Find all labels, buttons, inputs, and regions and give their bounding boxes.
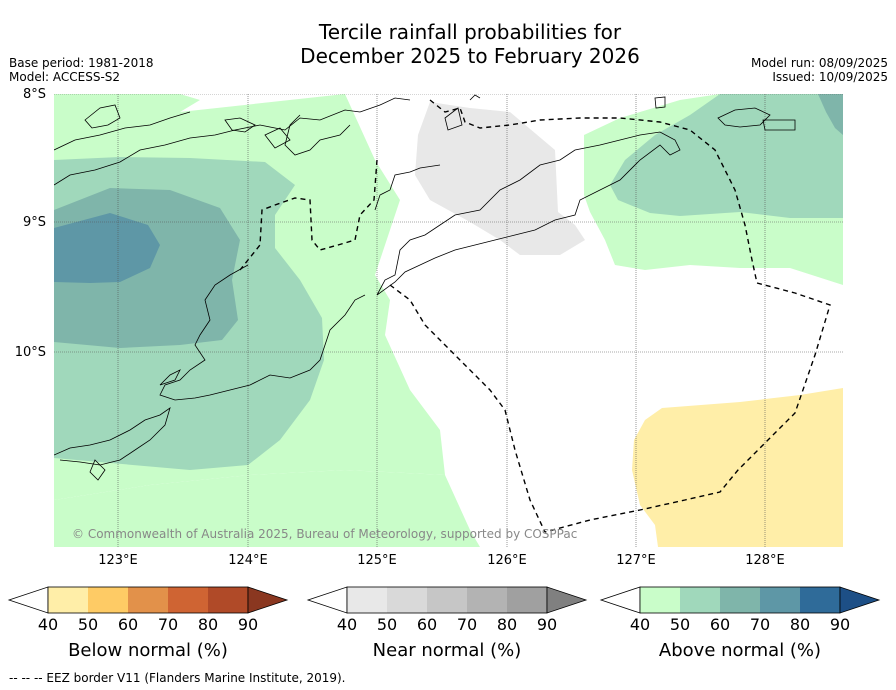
near-normal-tick-label: 80 <box>496 615 518 634</box>
map-title: Tercile rainfall probabilities for Decem… <box>0 20 896 68</box>
eez-border-note: -- -- -- EEZ border V11 (Flanders Marine… <box>9 671 346 685</box>
below-normal-40-50-region <box>632 388 843 547</box>
meta-right: Model run: 08/09/2025 Issued: 10/09/2025 <box>751 56 888 84</box>
copyright-text: © Commonwealth of Australia 2025, Bureau… <box>72 527 577 541</box>
near-normal-tick-label: 40 <box>336 615 358 634</box>
below-normal-colorbar-segment <box>88 587 128 613</box>
below-normal-tick-label: 70 <box>157 615 179 634</box>
above-normal-colorbar-under-triangle <box>599 586 641 614</box>
title-line-2: December 2025 to February 2026 <box>300 44 640 68</box>
below-normal-colorbar-segment <box>48 587 88 613</box>
above-normal-tick-label: 40 <box>629 615 651 634</box>
base-period: Base period: 1981-2018 <box>9 56 154 70</box>
lat-label-9s: 9°S <box>22 215 46 230</box>
coastline <box>54 94 796 481</box>
above-normal-colorbar-segment <box>760 587 800 613</box>
near-normal-colorbar-segment <box>347 587 387 613</box>
below-normal-tick-label: 60 <box>117 615 139 634</box>
lat-label-10s: 10°S <box>14 345 46 360</box>
near-normal-tick-label: 70 <box>456 615 478 634</box>
near-normal-tick-label: 90 <box>536 615 558 634</box>
eez-border <box>239 99 831 533</box>
model-name: Model: ACCESS-S2 <box>9 70 121 84</box>
model-run: Model run: 08/09/2025 <box>750 56 888 70</box>
lon-label-125e: 125°E <box>357 553 397 568</box>
near-normal-tick-label: 60 <box>416 615 438 634</box>
above-normal-40-50-region-south <box>54 470 480 547</box>
above-normal-50-60-region-east <box>610 94 843 218</box>
below-normal-tick-label: 40 <box>37 615 59 634</box>
above-normal-tick-label: 80 <box>789 615 811 634</box>
near-normal-40-50-region <box>415 102 585 255</box>
above-normal-colorbar-segment <box>680 587 720 613</box>
above-normal-tick-label: 90 <box>829 615 851 634</box>
below-normal-colorbar-segment <box>128 587 168 613</box>
above-normal-70-80-region-west <box>54 213 160 283</box>
below-normal-tick-label: 90 <box>237 615 259 634</box>
near-normal-title: Near normal (%) <box>372 640 522 661</box>
below-normal-colorbar-segment <box>168 587 208 613</box>
near-normal-tick-label: 50 <box>376 615 398 634</box>
lon-label-123e: 123°E <box>98 553 138 568</box>
near-normal-colorbar-segment <box>467 587 507 613</box>
graticule <box>54 94 843 547</box>
above-normal-title: Above normal (%) <box>658 640 822 661</box>
meta-left: Base period: 1981-2018 Model: ACCESS-S2 <box>9 56 154 84</box>
below-normal-title: Below normal (%) <box>68 640 228 661</box>
above-normal-60-70-region-east <box>818 94 843 135</box>
above-normal-colorbar-over-triangle <box>839 586 881 614</box>
lat-label-8s: 8°S <box>22 87 46 102</box>
above-normal-colorbar-segment <box>800 587 840 613</box>
lon-label-126e: 126°E <box>487 553 527 568</box>
colorbars <box>7 586 881 614</box>
lon-label-124e: 124°E <box>228 553 268 568</box>
near-normal-colorbar-segment <box>387 587 427 613</box>
below-normal-colorbar-over-triangle <box>247 586 289 614</box>
lon-label-127e: 127°E <box>616 553 656 568</box>
near-normal-colorbar-segment <box>427 587 467 613</box>
issued-date: Issued: 10/09/2025 <box>772 70 888 84</box>
near-normal-colorbar-over-triangle <box>546 586 588 614</box>
above-normal-tick-label: 50 <box>669 615 691 634</box>
below-normal-colorbar-under-triangle <box>7 586 49 614</box>
near-normal-colorbar-under-triangle <box>306 586 348 614</box>
below-normal-colorbar-segment <box>208 587 248 613</box>
above-normal-tick-label: 70 <box>749 615 771 634</box>
title-line-1: Tercile rainfall probabilities for <box>318 20 622 44</box>
colorbar-ticks: 40 50 60 70 80 90 40 50 60 70 80 90 40 50 60 70 80 90 <box>0 615 896 637</box>
below-normal-tick-label: 50 <box>77 615 99 634</box>
above-normal-colorbar-segment <box>720 587 760 613</box>
below-normal-tick-label: 80 <box>197 615 219 634</box>
lon-label-128e: 128°E <box>745 553 785 568</box>
above-normal-tick-label: 60 <box>709 615 731 634</box>
near-normal-colorbar-segment <box>507 587 547 613</box>
above-normal-colorbar-segment <box>640 587 680 613</box>
